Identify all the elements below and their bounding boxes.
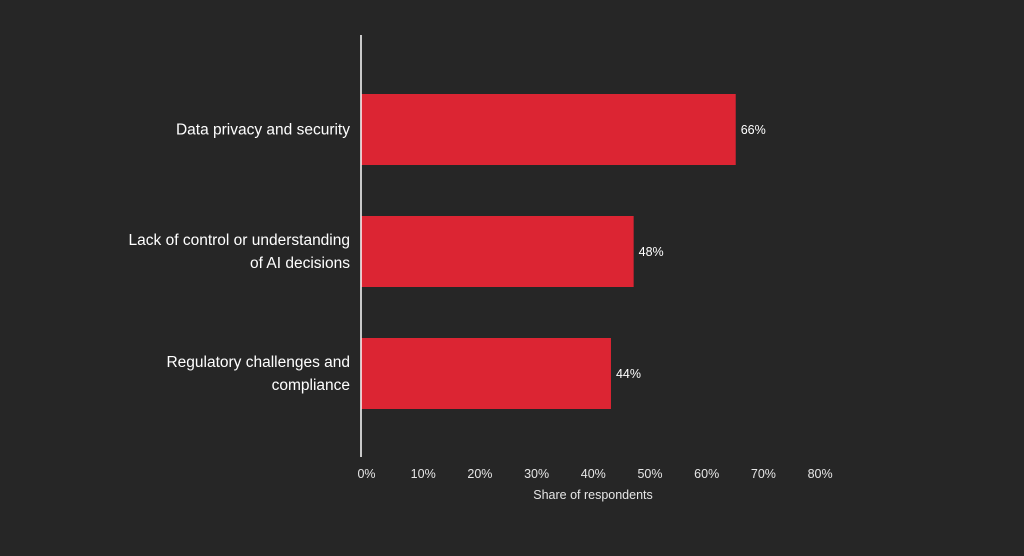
data-label: 48% (639, 245, 664, 259)
x-tick-label: 10% (411, 467, 436, 481)
category-label: Regulatory challenges and (166, 354, 350, 371)
bar (361, 338, 611, 409)
x-tick-label: 50% (637, 467, 662, 481)
x-tick-label: 70% (751, 467, 776, 481)
x-axis-title: Share of respondents (533, 488, 653, 502)
bar (361, 216, 634, 287)
x-tick-label: 60% (694, 467, 719, 481)
x-tick-label: 40% (581, 467, 606, 481)
category-label: Data privacy and security (176, 122, 350, 139)
x-tick-label: 0% (357, 467, 375, 481)
category-label: of AI decisions (250, 255, 350, 272)
data-label: 44% (616, 367, 641, 381)
x-tick-label: 20% (467, 467, 492, 481)
x-tick-label: 80% (808, 467, 833, 481)
x-tick-label: 30% (524, 467, 549, 481)
category-label: Lack of control or understanding (129, 232, 350, 249)
category-label: compliance (272, 377, 350, 394)
bar (361, 94, 736, 165)
data-label: 66% (741, 123, 766, 137)
